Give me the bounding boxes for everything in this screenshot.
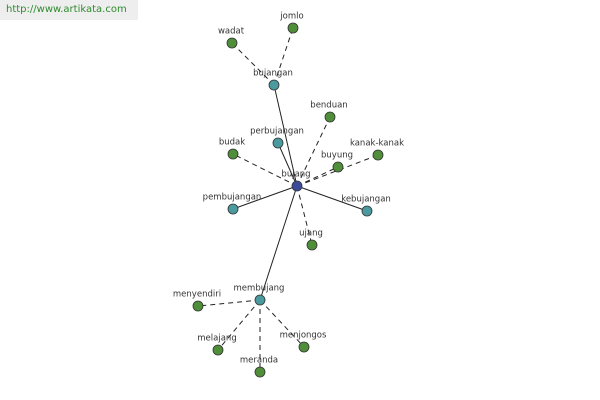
edge xyxy=(197,299,261,307)
node-label: bujangan xyxy=(253,69,293,79)
node xyxy=(226,37,238,49)
edge xyxy=(259,185,298,301)
edge xyxy=(296,166,339,187)
node xyxy=(306,239,318,251)
node-label: perbujangan xyxy=(250,127,304,137)
node xyxy=(254,294,266,306)
node xyxy=(272,137,284,149)
node-label: jomlo xyxy=(279,12,303,22)
node xyxy=(287,22,299,34)
node xyxy=(192,300,204,312)
edge xyxy=(277,142,298,187)
edge xyxy=(232,185,298,210)
node xyxy=(254,366,266,378)
node xyxy=(291,180,303,192)
node xyxy=(227,203,239,215)
node-label: buyung xyxy=(321,151,353,161)
node xyxy=(372,149,384,161)
edge xyxy=(296,116,331,187)
node-label: menyendiri xyxy=(173,290,221,300)
node-label: pembujangan xyxy=(203,193,262,203)
node xyxy=(268,79,280,91)
node xyxy=(212,344,224,356)
node-label: benduan xyxy=(310,101,347,111)
edge xyxy=(296,154,379,187)
node xyxy=(332,161,344,173)
watermark-url[interactable]: http://www.artikata.com xyxy=(0,0,138,20)
node xyxy=(298,341,310,353)
node-label: ujang xyxy=(299,229,323,239)
node xyxy=(324,111,336,123)
node-label: kanak-kanak xyxy=(350,139,404,149)
edge xyxy=(273,27,294,86)
node-label: melajang xyxy=(197,334,236,344)
node-label: budak xyxy=(219,138,245,148)
edge xyxy=(273,84,298,187)
node-label: menjongos xyxy=(280,331,327,341)
node xyxy=(361,205,373,217)
node-label: bujang xyxy=(281,170,310,180)
node-label: kebujangan xyxy=(341,195,391,205)
node xyxy=(227,148,239,160)
node-label: membujang xyxy=(234,284,285,294)
edge xyxy=(296,185,313,246)
edge xyxy=(217,299,261,351)
edge xyxy=(296,185,368,212)
edge xyxy=(259,299,305,348)
node-label: meranda xyxy=(240,356,278,366)
node-label: wadat xyxy=(218,27,245,37)
edge xyxy=(231,42,275,86)
edge xyxy=(232,153,298,187)
